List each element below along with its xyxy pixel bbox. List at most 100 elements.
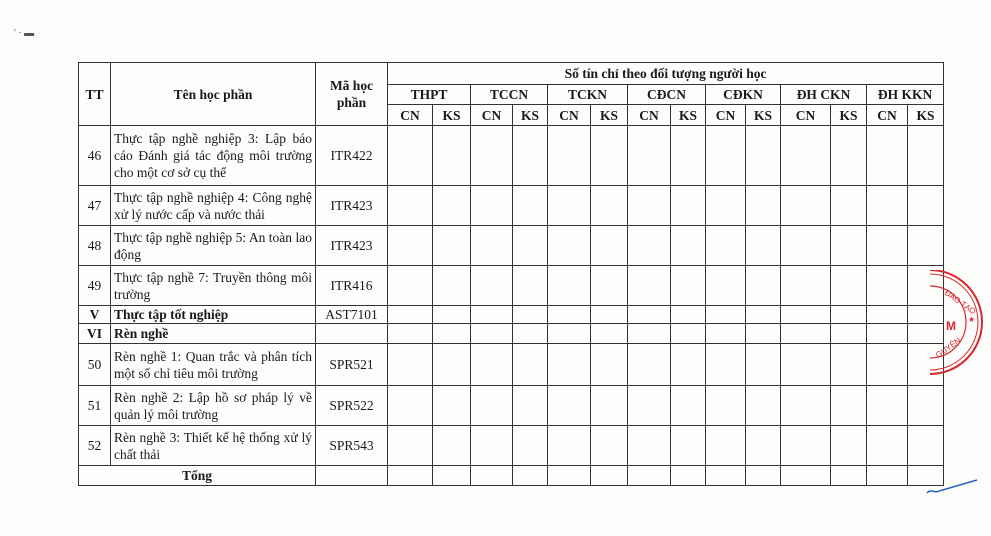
credit-cell xyxy=(745,225,781,266)
credit-cell xyxy=(387,305,433,324)
svg-text:M: M xyxy=(946,319,956,333)
total-cell xyxy=(780,465,831,486)
credit-cell xyxy=(705,385,746,426)
credit-cell xyxy=(670,305,706,324)
credit-cell xyxy=(432,185,471,226)
row-name: Rèn nghề 3: Thiết kế hệ thống xử lý chất… xyxy=(110,425,316,466)
credit-cell xyxy=(590,265,628,306)
header-ks: KS xyxy=(906,104,945,126)
header-ks: KS xyxy=(670,104,706,126)
credit-cell xyxy=(547,185,591,226)
credit-cell xyxy=(547,343,591,386)
credit-cell xyxy=(470,323,513,344)
row-name: Rèn nghề xyxy=(110,323,316,344)
credit-cell xyxy=(512,125,548,186)
header-group: ĐH KKN xyxy=(865,84,945,105)
credit-cell xyxy=(745,385,781,426)
credit-cell xyxy=(906,125,945,186)
row-tt: 47 xyxy=(78,185,111,226)
credit-cell xyxy=(745,185,781,226)
header-credits-group: Số tín chỉ theo đối tượng người học xyxy=(386,62,945,85)
credit-cell xyxy=(470,265,513,306)
credit-cell xyxy=(432,385,471,426)
credit-cell xyxy=(830,265,867,306)
header-cn: CN xyxy=(866,104,908,126)
credit-cell xyxy=(780,185,831,226)
credit-cell xyxy=(866,265,908,306)
official-stamp: ĐÀO TẠO ★ M GUYÊN xyxy=(930,270,983,375)
header-cn: CN xyxy=(387,104,433,126)
credit-cell xyxy=(745,265,781,306)
credit-cell xyxy=(705,305,746,324)
row-name: Thực tập nghề nghiệp 3: Lập báo cáo Đánh… xyxy=(110,125,316,186)
credit-cell xyxy=(627,425,671,466)
credit-cell xyxy=(866,425,908,466)
header-name: Tên học phần xyxy=(110,62,316,126)
credit-cell xyxy=(830,305,867,324)
total-cell xyxy=(627,465,671,486)
credit-cell xyxy=(670,425,706,466)
header-code: Mã học phần xyxy=(315,62,388,126)
credit-cell xyxy=(670,343,706,386)
credit-cell xyxy=(705,343,746,386)
credit-cell xyxy=(780,125,831,186)
total-cell xyxy=(470,465,513,486)
row-tt: 49 xyxy=(78,265,111,306)
credit-cell xyxy=(780,425,831,466)
credit-cell xyxy=(906,425,945,466)
total-cell xyxy=(512,465,548,486)
pen-mark xyxy=(926,479,978,494)
credit-cell xyxy=(906,225,945,266)
table-row: 48 Thực tập nghề nghiệp 5: An toàn lao độ… xyxy=(78,225,945,266)
total-row: Tổng xyxy=(78,465,945,486)
row-name: Thực tập nghề 7: Truyền thông môi trường xyxy=(110,265,316,306)
header-cn: CN xyxy=(780,104,831,126)
credit-cell xyxy=(906,185,945,226)
credit-cell xyxy=(547,425,591,466)
credit-cell xyxy=(670,225,706,266)
credit-cell xyxy=(670,265,706,306)
total-cell xyxy=(547,465,591,486)
header-group: TCCN xyxy=(470,84,548,105)
credit-cell xyxy=(705,323,746,344)
credit-cell xyxy=(866,385,908,426)
credit-cell xyxy=(387,425,433,466)
header-cn: CN xyxy=(627,104,671,126)
credit-cell xyxy=(512,305,548,324)
row-tt: 52 xyxy=(78,425,111,466)
credit-cell xyxy=(627,185,671,226)
credit-cell xyxy=(830,425,867,466)
total-cell xyxy=(670,465,706,486)
credit-cell xyxy=(432,305,471,324)
row-name: Thực tập nghề nghiệp 5: An toàn lao động xyxy=(110,225,316,266)
credit-cell xyxy=(780,305,831,324)
credit-cell xyxy=(745,323,781,344)
credit-cell xyxy=(866,185,908,226)
row-name: Rèn nghề 1: Quan trắc và phân tích một s… xyxy=(110,343,316,386)
credit-cell xyxy=(745,425,781,466)
credit-cell xyxy=(830,323,867,344)
credit-cell xyxy=(470,343,513,386)
credit-cell xyxy=(627,385,671,426)
credit-cell xyxy=(387,343,433,386)
credit-cell xyxy=(512,323,548,344)
row-tt: 50 xyxy=(78,343,111,386)
credit-cell xyxy=(590,225,628,266)
table-row: 46 Thực tập nghề nghiệp 3: Lập báo cáo Đá… xyxy=(78,125,945,186)
credit-cell xyxy=(866,343,908,386)
total-cell xyxy=(866,465,908,486)
credit-cell xyxy=(387,225,433,266)
credit-cell xyxy=(627,343,671,386)
credit-cell xyxy=(590,343,628,386)
credit-cell xyxy=(387,323,433,344)
total-cell xyxy=(590,465,628,486)
credit-cell xyxy=(470,185,513,226)
credit-cell xyxy=(590,185,628,226)
row-name: Thực tập tốt nghiệp xyxy=(110,305,316,324)
credit-cell xyxy=(830,343,867,386)
header-ks: KS xyxy=(830,104,867,126)
credit-cell xyxy=(547,125,591,186)
credit-cell xyxy=(512,265,548,306)
header-cn: CN xyxy=(470,104,513,126)
credit-cell xyxy=(906,265,945,306)
